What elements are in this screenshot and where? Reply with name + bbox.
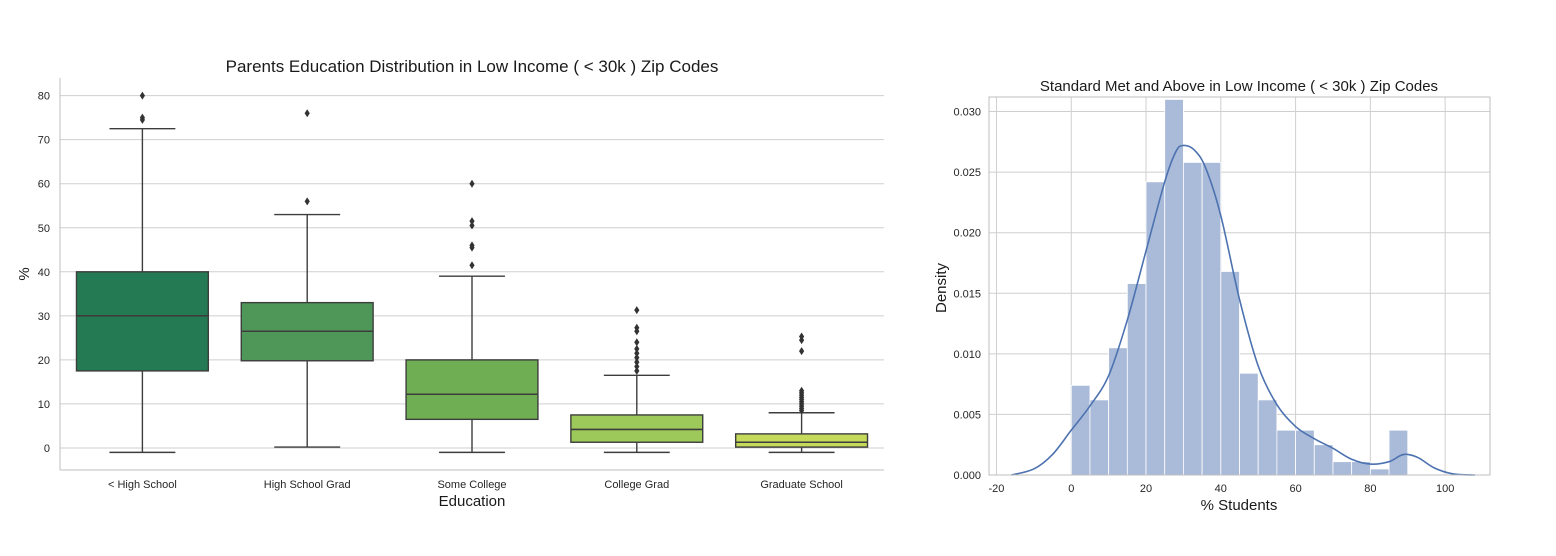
box-iqr (75, 271, 210, 372)
hist-y-tick-label: 0.005 (953, 409, 981, 421)
hist-y-tick-label: 0.030 (953, 107, 981, 119)
box-y-tick-label: 20 (38, 355, 50, 367)
box-outlier-point (634, 366, 640, 375)
box-outlier-point (469, 241, 475, 250)
box-y-tick-label: 40 (38, 267, 50, 279)
hist-bar (1257, 399, 1278, 476)
box-y-tick-label: 10 (38, 399, 50, 411)
hist-y-tick-label: 0.020 (953, 228, 981, 240)
box-y-tick-label: 60 (38, 179, 50, 191)
box-outlier-point (634, 338, 640, 347)
hist-bar (1369, 468, 1390, 476)
hist-y-tick-label: 0.025 (953, 167, 981, 179)
histogram-y-label: Density (933, 262, 950, 313)
hist-bar (1070, 384, 1091, 476)
box-y-tick-label: 50 (38, 223, 50, 235)
box-outlier-point (469, 217, 475, 226)
hist-bar (1276, 429, 1296, 476)
hist-x-tick-label: 100 (1436, 483, 1454, 495)
hist-bar (1332, 461, 1353, 476)
box-plot-chart: 0 10 20 30 40 50 60 70 80 < High School High Scho… (16, 57, 884, 510)
histogram-bars (1070, 99, 1409, 476)
box-plot-x-label: Education (439, 493, 506, 510)
histogram-x-ticks: -20 0 20 40 60 80 100 (989, 483, 1455, 495)
hist-bar (1183, 162, 1203, 476)
hist-x-tick-label: 40 (1215, 483, 1227, 495)
box-outlier-point (634, 362, 640, 371)
hist-x-tick-label: 80 (1364, 483, 1376, 495)
box-x-tick-label: High School Grad (264, 479, 351, 491)
box-y-tick-label: 30 (38, 311, 50, 323)
hist-bar (1220, 271, 1240, 476)
hist-bar (1239, 372, 1259, 476)
box-outlier-point (799, 332, 805, 341)
box-outlier-point (469, 179, 475, 188)
box-x-tick-label: Graduate School (760, 479, 843, 491)
hist-y-tick-label: 0.000 (953, 470, 981, 482)
hist-x-tick-label: 0 (1068, 483, 1074, 495)
box-y-tick-label: 80 (38, 91, 50, 103)
box-plot-x-ticks: < High School High School Grad Some Colleg… (108, 479, 843, 491)
histogram-kde-curve (1011, 144, 1476, 476)
box-x-tick-label: College Grad (604, 479, 669, 491)
box-x-tick-label: Some College (437, 479, 506, 491)
hist-x-tick-label: 60 (1289, 483, 1301, 495)
box-outlier-point (469, 221, 475, 230)
box-4 (570, 306, 704, 454)
box-y-tick-label: 0 (44, 443, 50, 455)
hist-x-tick-label: -20 (989, 483, 1005, 495)
box-plot-y-label: % (16, 267, 33, 280)
box-plot-y-ticks: 0 10 20 30 40 50 60 70 80 (38, 91, 50, 455)
box-outlier-point (634, 349, 640, 358)
hist-bar (1145, 181, 1166, 476)
hist-bar (1201, 162, 1222, 476)
box-1 (75, 91, 210, 454)
box-plot-axes (59, 78, 884, 471)
box-outlier-point (139, 113, 145, 122)
box-outlier-point (304, 109, 310, 118)
box-plot-title: Parents Education Distribution in Low In… (226, 57, 719, 76)
box-outlier-point (469, 261, 475, 270)
box-outlier-point (304, 197, 310, 206)
box-5 (734, 332, 869, 454)
box-outlier-point (634, 344, 640, 353)
box-iqr (570, 414, 704, 443)
box-outlier-point (634, 353, 640, 362)
histogram-chart: 0.000 0.005 0.010 0.015 0.020 0.025 0.030 -20 0… (933, 78, 1491, 514)
box-x-tick-label: < High School (108, 479, 177, 491)
hist-x-tick-label: 20 (1140, 483, 1152, 495)
box-outlier-point (634, 358, 640, 367)
hist-y-tick-label: 0.010 (953, 349, 981, 361)
histogram-y-ticks: 0.000 0.005 0.010 0.015 0.020 0.025 0.030 (953, 107, 981, 482)
box-outlier-point (139, 91, 145, 100)
box-3 (405, 179, 539, 454)
box-y-tick-label: 70 (38, 135, 50, 147)
box-iqr (734, 433, 869, 448)
histogram-x-label: % Students (1201, 497, 1278, 514)
histogram-axes-frame (988, 96, 1491, 476)
hist-bar (1313, 444, 1334, 476)
box-outlier-point (799, 386, 805, 395)
hist-bar (1089, 399, 1110, 476)
histogram-title: Standard Met and Above in Low Income ( <… (1040, 78, 1438, 95)
box-outlier-point (634, 306, 640, 315)
box-outlier-point (634, 323, 640, 332)
box-2 (240, 109, 374, 448)
box-iqr (405, 359, 539, 421)
hist-y-tick-label: 0.015 (953, 288, 981, 300)
box-outlier-point (799, 347, 805, 356)
hist-bar (1388, 429, 1409, 476)
box-plot-marks (75, 91, 869, 454)
